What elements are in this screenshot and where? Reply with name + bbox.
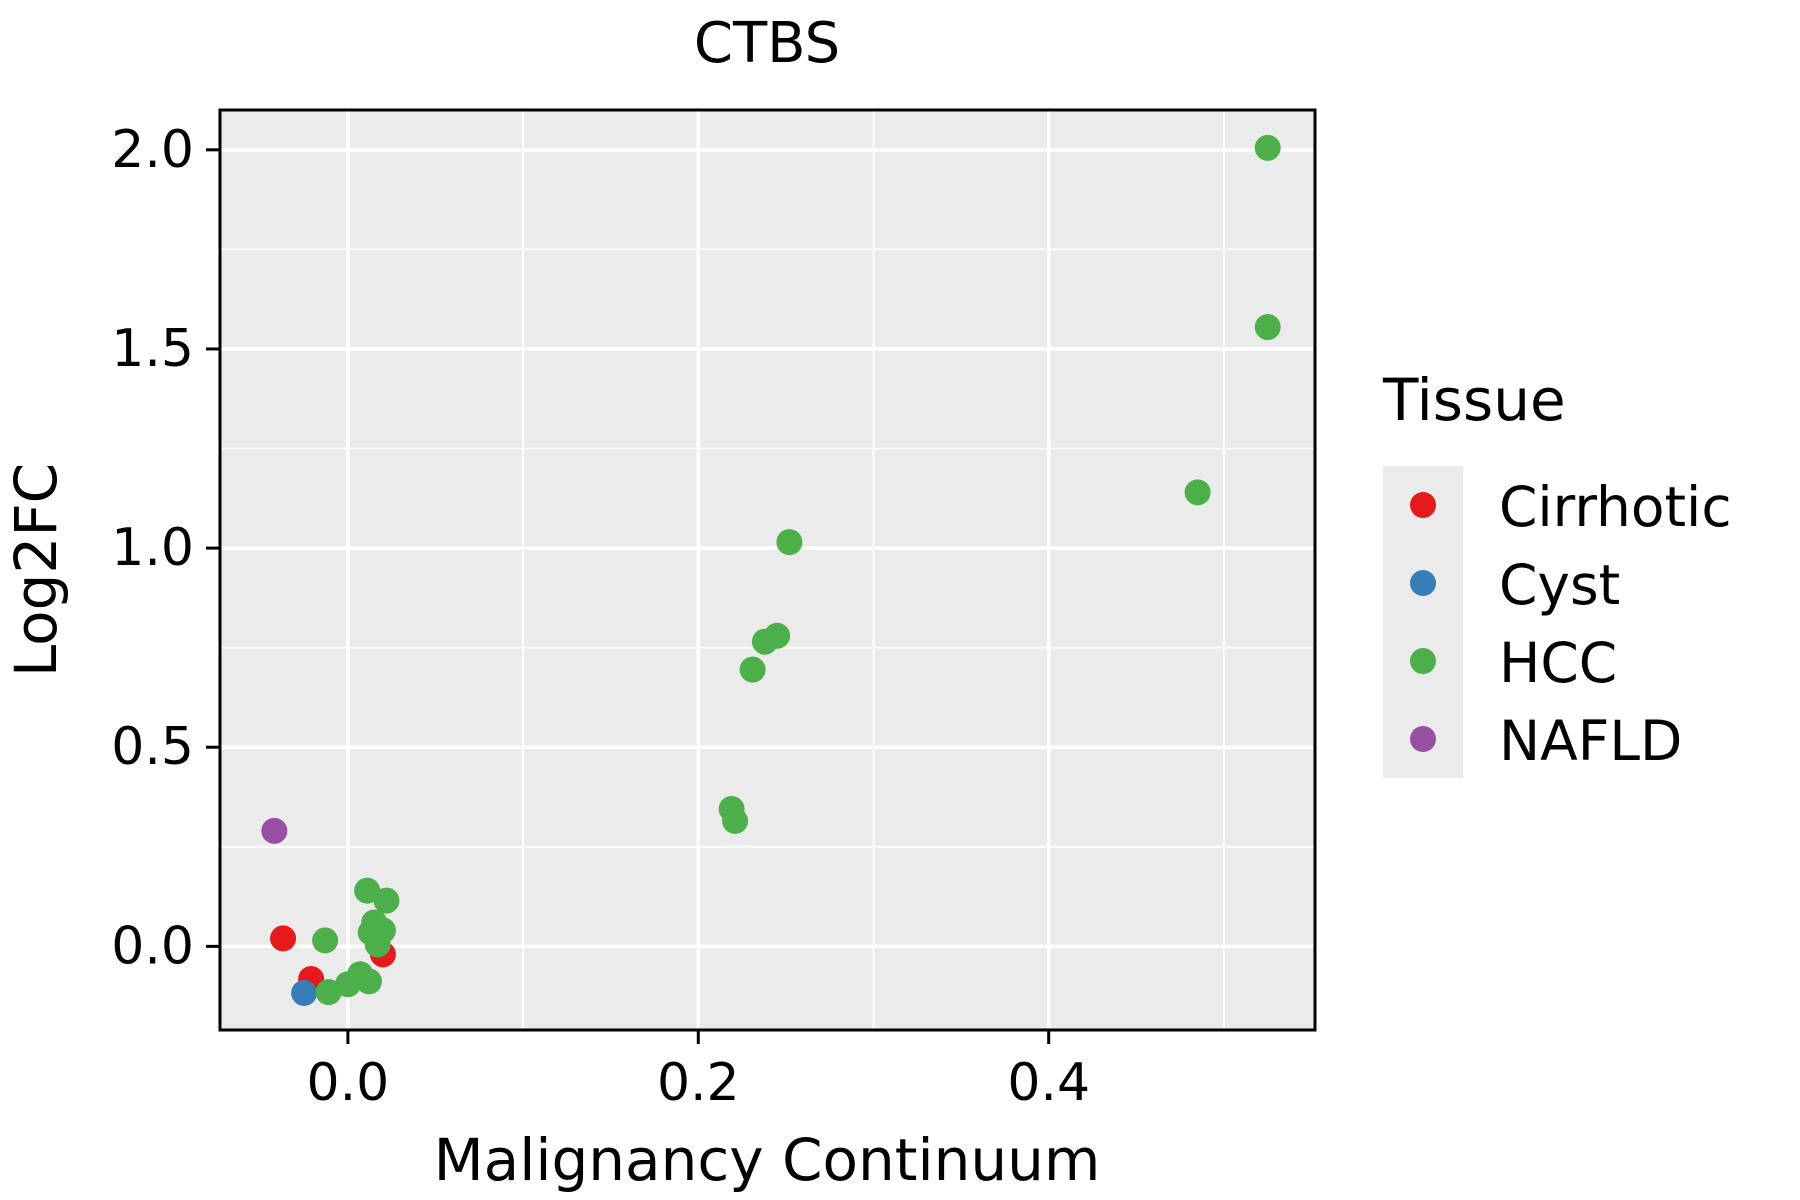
x-tick-label: 0.4 [1007,1053,1090,1113]
y-tick-label: 1.5 [111,319,194,379]
data-point [291,979,318,1006]
gridlines [220,110,1315,1030]
data-point [354,877,381,904]
plot-panel [220,110,1315,1030]
legend-title: Tissue [1382,366,1566,434]
data-point [373,887,400,914]
legend-entries: Cirrhotic Cyst HCC NAFLD [1383,466,1732,778]
legend-label: HCC [1499,631,1617,695]
data-point [261,817,288,844]
data-point [315,979,342,1006]
plot-border [218,108,1317,1032]
axis-spines [218,108,1317,1032]
data-point [270,925,297,952]
x-tick-label: 0.0 [307,1053,390,1113]
legend-swatch [1410,570,1436,596]
chart-title: CTBS [694,11,840,76]
data-point [1254,314,1281,341]
data-point [1254,134,1281,161]
data-point [355,968,382,995]
data-point [1184,479,1211,506]
x-axis-label: Malignancy Continuum [434,1126,1101,1194]
y-tick-label: 0.5 [111,717,194,777]
legend-label: Cirrhotic [1499,475,1732,539]
legend-label: Cyst [1499,553,1620,617]
y-tick-label: 0.0 [111,916,194,976]
legend-swatch [1410,492,1436,518]
data-points [261,134,1281,1006]
data-point [364,931,391,958]
legend-label: NAFLD [1499,709,1682,773]
legend-swatch [1410,726,1436,752]
legend-swatch [1410,648,1436,674]
y-tick-label: 2.0 [111,120,194,180]
data-point [776,529,803,556]
y-tick-label: 1.0 [111,518,194,578]
panel-background [220,110,1315,1030]
data-point [739,656,766,683]
data-point [751,628,778,655]
x-tick-label: 0.2 [657,1053,740,1113]
legend: Tissue Cirrhotic Cyst HCC NAFLD [1382,366,1732,778]
y-axis-label: Log2FC [2,463,70,677]
data-point [312,927,339,954]
axis-ticks: 0.0 0.2 0.4 0.0 0.5 1.0 1.5 2.0 [111,120,1090,1113]
data-point [722,807,749,834]
